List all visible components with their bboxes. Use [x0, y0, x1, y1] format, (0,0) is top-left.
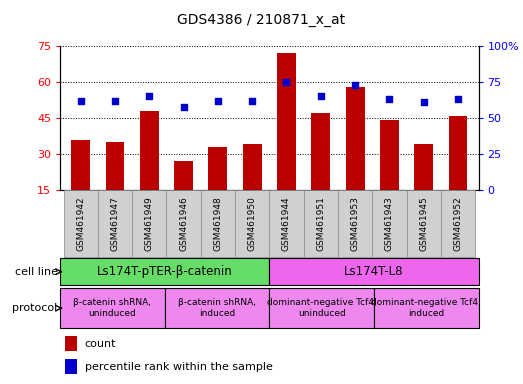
- Text: dominant-negative Tcf4,
uninduced: dominant-negative Tcf4, uninduced: [267, 298, 377, 318]
- Bar: [269, 258, 479, 285]
- Bar: [311, 113, 330, 226]
- Bar: [380, 121, 399, 226]
- Bar: [166, 190, 201, 257]
- Bar: [346, 87, 365, 226]
- Text: β-catenin shRNA,
uninduced: β-catenin shRNA, uninduced: [73, 298, 152, 318]
- Bar: [165, 288, 269, 328]
- Bar: [372, 190, 406, 257]
- Text: GSM461953: GSM461953: [350, 196, 360, 251]
- Bar: [414, 144, 433, 226]
- Bar: [441, 190, 475, 257]
- Text: GSM461947: GSM461947: [110, 196, 120, 251]
- Text: GSM461945: GSM461945: [419, 196, 428, 251]
- Text: GSM461946: GSM461946: [179, 196, 188, 251]
- Point: [385, 96, 394, 103]
- Bar: [338, 190, 372, 257]
- Point: [214, 98, 222, 104]
- Bar: [209, 147, 228, 226]
- Text: count: count: [85, 339, 116, 349]
- Bar: [132, 190, 166, 257]
- Text: GDS4386 / 210871_x_at: GDS4386 / 210871_x_at: [177, 13, 346, 27]
- Bar: [65, 359, 77, 374]
- Text: GSM461951: GSM461951: [316, 196, 325, 251]
- Point: [351, 82, 359, 88]
- Text: GSM461942: GSM461942: [76, 196, 85, 251]
- Bar: [304, 190, 338, 257]
- Bar: [269, 190, 304, 257]
- Point: [76, 98, 85, 104]
- Bar: [71, 140, 90, 226]
- Bar: [65, 336, 77, 351]
- Bar: [201, 190, 235, 257]
- Point: [111, 98, 119, 104]
- Bar: [277, 53, 296, 226]
- Text: dominant-negative Tcf4,
induced: dominant-negative Tcf4, induced: [371, 298, 481, 318]
- Point: [179, 104, 188, 110]
- Bar: [140, 111, 159, 226]
- Text: GSM461943: GSM461943: [385, 196, 394, 251]
- Point: [419, 99, 428, 105]
- Bar: [60, 288, 165, 328]
- Bar: [98, 190, 132, 257]
- Bar: [174, 161, 193, 226]
- Bar: [60, 258, 269, 285]
- Text: Ls174T-pTER-β-catenin: Ls174T-pTER-β-catenin: [97, 265, 233, 278]
- Bar: [243, 144, 262, 226]
- Bar: [64, 190, 98, 257]
- Bar: [449, 116, 468, 226]
- Bar: [106, 142, 124, 226]
- Point: [316, 93, 325, 99]
- Text: GSM461944: GSM461944: [282, 196, 291, 251]
- Text: protocol: protocol: [12, 303, 58, 313]
- Bar: [406, 190, 441, 257]
- Point: [145, 93, 153, 99]
- Text: percentile rank within the sample: percentile rank within the sample: [85, 362, 272, 372]
- Text: Ls174T-L8: Ls174T-L8: [344, 265, 404, 278]
- Text: cell line: cell line: [15, 266, 58, 277]
- Bar: [269, 288, 374, 328]
- Bar: [235, 190, 269, 257]
- Point: [454, 96, 462, 103]
- Point: [282, 79, 291, 85]
- Text: GSM461948: GSM461948: [213, 196, 222, 251]
- Text: GSM461949: GSM461949: [145, 196, 154, 251]
- Point: [248, 98, 256, 104]
- Text: β-catenin shRNA,
induced: β-catenin shRNA, induced: [178, 298, 256, 318]
- Text: GSM461952: GSM461952: [453, 196, 462, 251]
- Text: GSM461950: GSM461950: [248, 196, 257, 251]
- Bar: [374, 288, 479, 328]
